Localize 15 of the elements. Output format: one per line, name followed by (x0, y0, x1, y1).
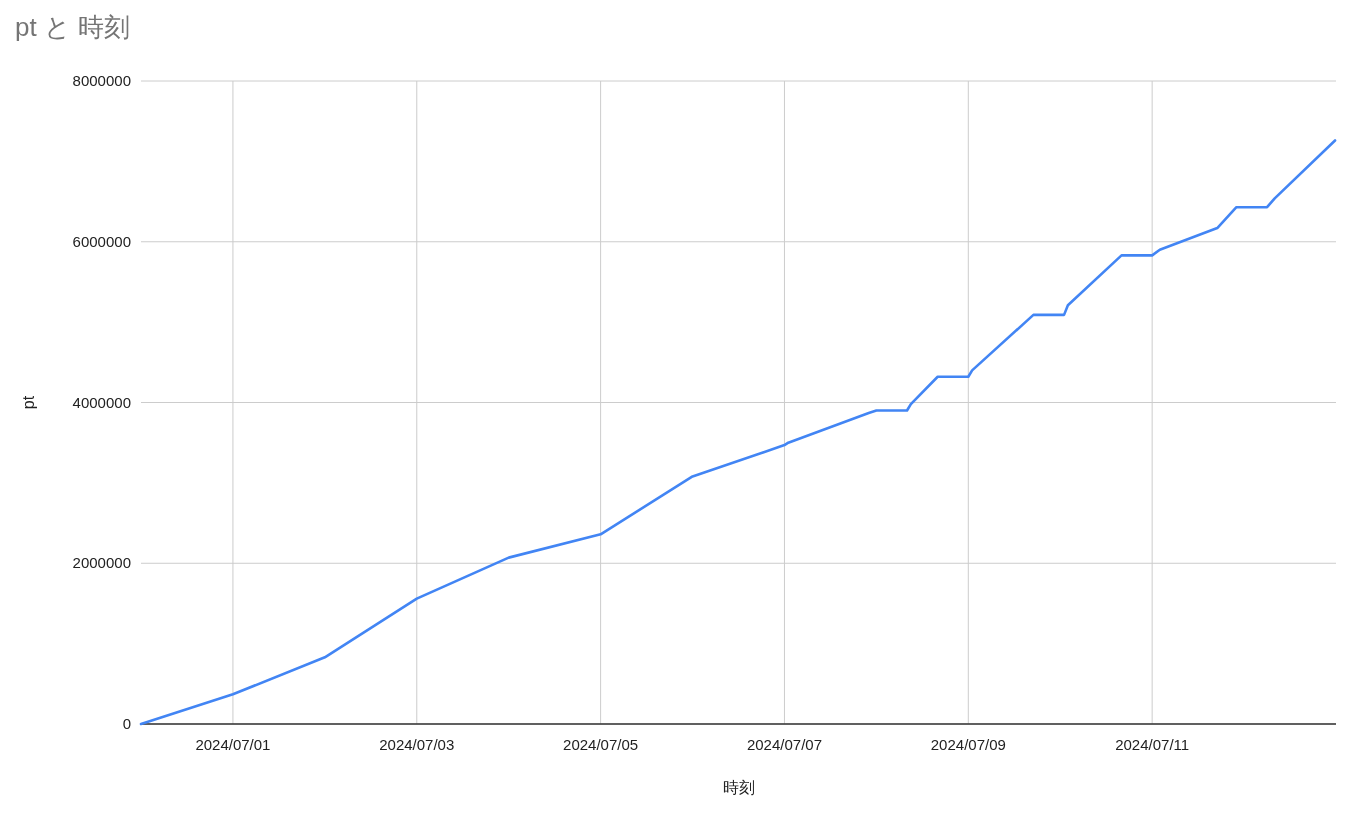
y-tick-label: 2000000 (72, 554, 131, 572)
y-tick-label: 0 (122, 715, 131, 732)
x-tick-label: 2024/07/05 (563, 736, 639, 753)
x-tick-label: 2024/07/09 (930, 736, 1006, 753)
x-tick-label: 2024/07/11 (1115, 736, 1190, 753)
y-axis-title: pt (20, 395, 37, 410)
y-tick-label: 8000000 (72, 72, 131, 89)
x-axis-title: 時刻 (722, 779, 755, 796)
x-tick-label: 2024/07/01 (195, 736, 271, 753)
line-series (139, 139, 1337, 726)
chart-title: pt と 時刻 (15, 12, 131, 42)
y-tick-label: 4000000 (72, 393, 131, 411)
x-tick-label: 2024/07/03 (379, 736, 455, 753)
y-tick-label: 6000000 (72, 232, 131, 250)
x-tick-label: 2024/07/07 (746, 736, 822, 753)
